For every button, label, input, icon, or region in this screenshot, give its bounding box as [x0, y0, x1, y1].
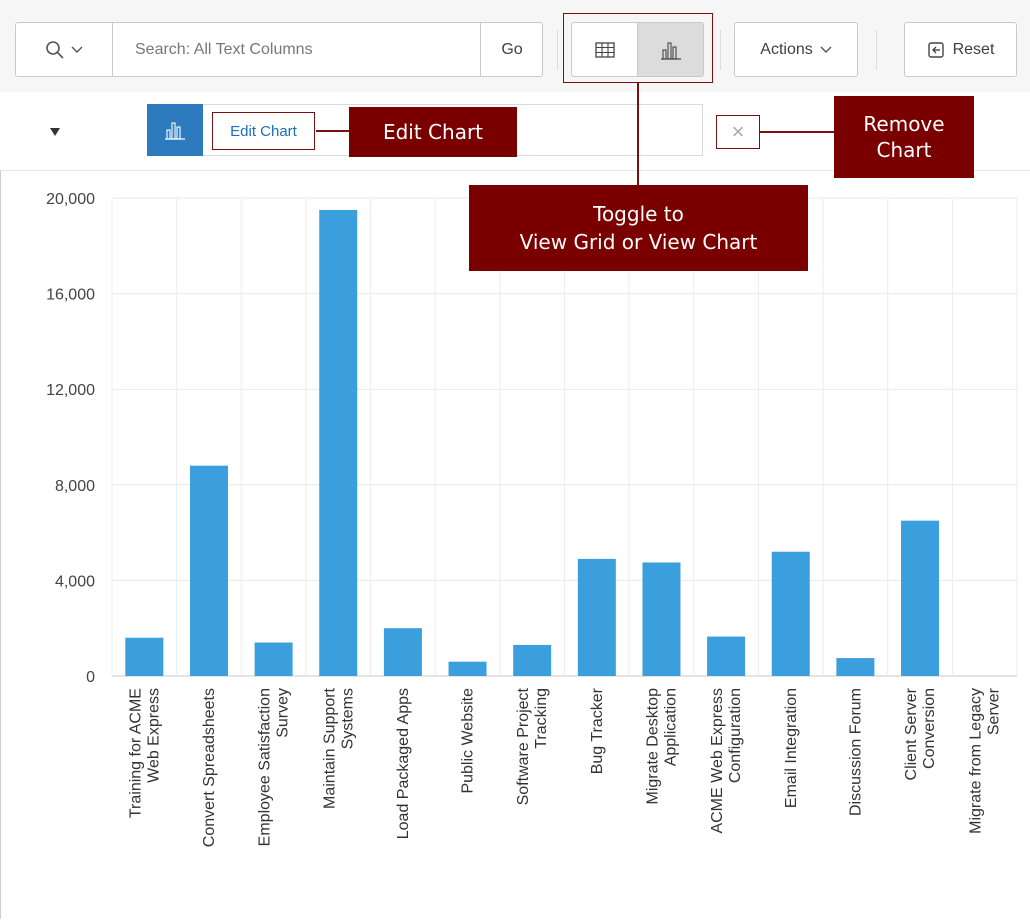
- remove-chart-button[interactable]: ×: [716, 115, 760, 149]
- y-tick-label: 4,000: [55, 573, 95, 590]
- bar: [836, 658, 875, 676]
- bar: [319, 209, 358, 676]
- remove-chart-callout: Remove Chart: [834, 96, 974, 178]
- x-tick-label: Public Website: [460, 688, 477, 794]
- actions-label: Actions: [760, 40, 813, 58]
- bar-chart-icon: [660, 41, 681, 60]
- x-tick-label: Load Packaged Apps: [395, 688, 412, 839]
- grid-icon: [594, 41, 615, 58]
- toggle-view-callout: Toggle to View Grid or View Chart: [469, 185, 808, 271]
- edit-chart-callout: Edit Chart: [349, 107, 517, 157]
- x-tick-label: Convert Spreadsheets: [201, 688, 218, 847]
- remove-callout-connector: [760, 131, 834, 133]
- search-input[interactable]: [113, 23, 478, 76]
- bar: [125, 637, 164, 676]
- remove-callout-line2: Chart: [876, 138, 932, 162]
- x-tick-label: Discussion Forum: [847, 688, 864, 816]
- go-button[interactable]: Go: [480, 23, 543, 76]
- report-toolbar: Go Actions: [0, 0, 1030, 93]
- x-tick-label: Client Server: [903, 687, 920, 780]
- bar: [189, 465, 228, 676]
- edit-chart-callout-text: Edit Chart: [382, 120, 484, 144]
- x-tick-label: Survey: [275, 688, 292, 738]
- chart-chip-icon: [147, 104, 203, 156]
- bar: [577, 558, 616, 676]
- edit-callout-connector: [316, 130, 349, 132]
- y-tick-label: 8,000: [55, 478, 95, 495]
- view-grid-button[interactable]: [572, 23, 637, 76]
- toggle-callout-connector: [637, 83, 639, 185]
- chevron-down-icon: [820, 46, 832, 53]
- x-tick-label: ACME Web Express: [709, 688, 726, 834]
- y-tick-label: 0: [86, 669, 95, 686]
- y-tick-label: 12,000: [46, 382, 95, 399]
- toggle-callout-line1: Toggle to: [593, 202, 684, 226]
- toolbar-divider: [876, 30, 877, 70]
- collapse-caret-icon[interactable]: [50, 128, 60, 136]
- x-tick-label: Configuration: [727, 688, 744, 783]
- search-column-menu[interactable]: [16, 23, 113, 76]
- y-tick-label: 16,000: [46, 287, 95, 304]
- bar: [642, 562, 681, 676]
- reset-button[interactable]: Reset: [904, 22, 1017, 77]
- bar: [707, 636, 746, 676]
- toolbar-divider: [557, 30, 558, 70]
- y-tick-label: 20,000: [46, 191, 95, 208]
- x-tick-label: Bug Tracker: [589, 687, 606, 774]
- x-tick-label: Training for ACME: [127, 688, 144, 818]
- x-tick-label: Systems: [339, 688, 356, 749]
- view-chart-button[interactable]: [637, 23, 703, 76]
- reset-label: Reset: [952, 40, 995, 58]
- bar-chart: 0 4,000 8,000 12,000 16,000 20,000 Training fo…: [46, 191, 1018, 847]
- reset-icon: [927, 41, 944, 58]
- toggle-highlight-box: [563, 13, 713, 83]
- bar: [383, 628, 422, 676]
- bar: [771, 551, 810, 676]
- toggle-callout-line2: View Grid or View Chart: [519, 230, 758, 254]
- toolbar-divider: [720, 30, 721, 70]
- bar: [448, 661, 487, 676]
- x-tick-label: Email Integration: [783, 688, 800, 808]
- actions-button[interactable]: Actions: [734, 22, 858, 77]
- chevron-down-icon: [71, 46, 83, 53]
- bar: [254, 642, 293, 676]
- x-tick-label: Migrate Desktop: [644, 688, 661, 805]
- x-tick-label: Tracking: [533, 688, 550, 749]
- search-bar: Go: [15, 22, 543, 77]
- x-tick-label: Application: [662, 688, 679, 766]
- view-toggle-group: [571, 22, 704, 77]
- bar-chart-icon: [165, 122, 185, 140]
- x-tick-label: Web Express: [145, 688, 162, 783]
- x-tick-label: Software Project: [515, 687, 532, 805]
- search-icon: [46, 40, 64, 59]
- x-tick-label: Employee Satisfaction: [257, 688, 274, 846]
- x-tick-label: Maintain Support: [321, 687, 338, 809]
- bar: [513, 644, 552, 676]
- bar: [901, 520, 940, 676]
- x-tick-label: Server: [986, 687, 1003, 735]
- remove-callout-line1: Remove: [863, 112, 945, 136]
- x-tick-label: Conversion: [921, 688, 938, 769]
- edit-chart-link[interactable]: Edit Chart: [212, 112, 315, 150]
- x-tick-label: Migrate from Legacy: [968, 688, 985, 834]
